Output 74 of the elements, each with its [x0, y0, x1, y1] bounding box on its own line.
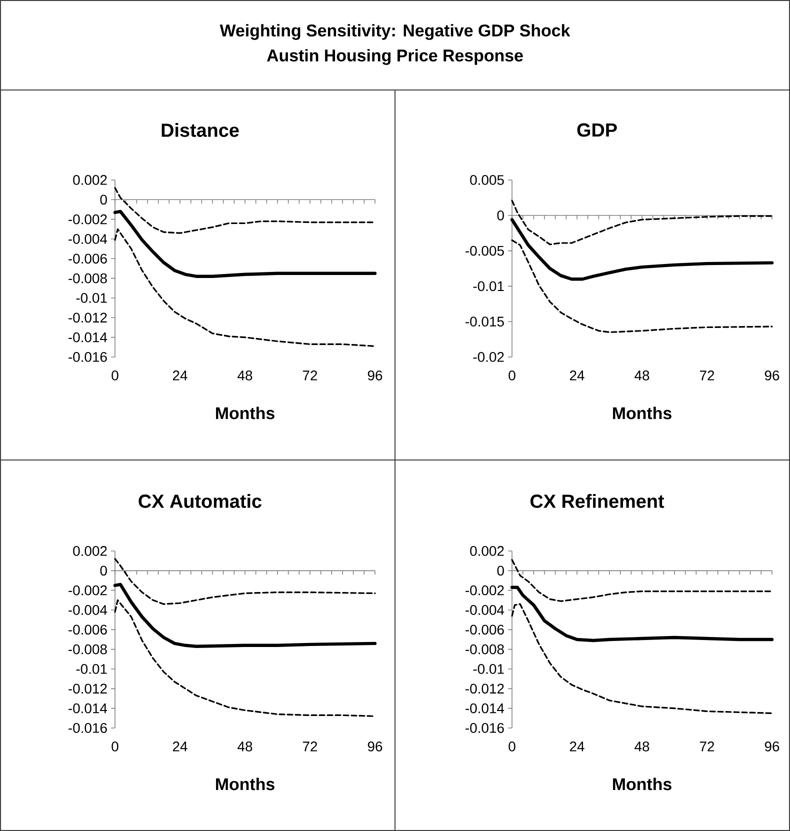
y-tick-label: -0.012 [68, 312, 107, 323]
y-tick-label: -0.01 [76, 664, 107, 674]
x-axis-title: Months [613, 778, 672, 790]
y-tick-label: -0.014 [466, 703, 504, 714]
y-tick-label: -0.01 [473, 281, 504, 292]
line-series [510, 586, 774, 642]
y-tick-label: 0.005 [470, 175, 504, 185]
y-tick-label: -0.008 [68, 273, 107, 284]
x-tick-label: 24 [570, 370, 584, 380]
line-series [113, 582, 377, 648]
y-tick-label: 0 [100, 194, 107, 205]
y-tick-label: -0.002 [466, 585, 504, 596]
x-axis-title: Months [216, 406, 274, 420]
line-series [511, 239, 773, 334]
y-tick-label: -0.006 [466, 624, 504, 635]
y-tick-label: -0.004 [68, 605, 108, 615]
chart-title: CX Refinement [530, 494, 664, 508]
x-tick-label: 72 [700, 370, 714, 380]
x-tick-label: 0 [508, 370, 516, 380]
x-axis-title: Months [216, 778, 274, 790]
text: Weighting Sensitivity: Negative GDP Shock [220, 24, 570, 40]
y-tick-label: -0.008 [68, 644, 107, 654]
x-tick-label: 72 [302, 370, 318, 380]
x-tick-label: 72 [302, 742, 318, 752]
x-tick-label: 24 [172, 742, 188, 752]
x-tick-label: 0 [112, 370, 118, 380]
line-series [511, 200, 773, 246]
y-tick-label: -0.012 [466, 684, 504, 694]
y-tick-label: -0.008 [466, 644, 504, 654]
y-tick-label: -0.014 [68, 332, 108, 342]
y-tick-label: -0.004 [466, 605, 504, 615]
y-tick-label: -0.002 [68, 585, 107, 596]
x-tick-label: 0 [112, 742, 118, 752]
x-tick-label: 72 [700, 742, 714, 752]
x-tick-label: 0 [508, 742, 516, 752]
chart-title: GDP [577, 123, 617, 137]
chart-title: Distance [162, 123, 239, 137]
y-tick-label: -0.006 [68, 624, 107, 635]
x-tick-label: 48 [238, 370, 252, 380]
y-tick-label: 0.002 [470, 546, 504, 556]
x-tick-label: 48 [238, 742, 252, 752]
y-tick-label: 0 [100, 566, 107, 576]
y-tick-label: -0.016 [68, 352, 107, 362]
line-series [114, 187, 376, 234]
y-tick-label: -0.01 [473, 664, 504, 674]
x-tick-label: 48 [634, 742, 650, 752]
x-tick-label: 96 [368, 370, 382, 380]
y-tick-label: -0.012 [68, 684, 107, 694]
y-tick-label: -0.016 [466, 723, 504, 733]
y-tick-label: -0.016 [68, 723, 107, 733]
y-tick-label: -0.01 [76, 293, 107, 303]
x-axis-title: Months [613, 406, 672, 420]
y-tick-label: -0.005 [466, 246, 504, 256]
y-tick-label: 0.002 [73, 175, 107, 185]
line-series [114, 228, 376, 347]
y-tick-label: 0.002 [73, 546, 107, 556]
x-tick-label: 24 [570, 742, 584, 752]
x-tick-label: 96 [368, 742, 382, 752]
x-tick-label: 96 [764, 370, 780, 380]
line-series [510, 218, 774, 281]
y-tick-label: 0 [497, 566, 504, 576]
x-tick-label: 96 [764, 742, 780, 752]
y-tick-label: -0.006 [68, 254, 107, 264]
y-tick-label: -0.014 [68, 703, 108, 714]
line-series [511, 603, 773, 714]
text: Austin Housing Price Response [266, 49, 523, 65]
y-tick-label: -0.002 [68, 214, 107, 224]
y-tick-label: 0 [497, 210, 504, 220]
y-tick-label: -0.02 [473, 352, 504, 362]
x-tick-label: 24 [172, 370, 188, 380]
y-tick-label: -0.015 [466, 316, 504, 327]
x-tick-label: 48 [634, 370, 650, 380]
chart-title: CX Automatic [138, 494, 262, 508]
y-tick-label: -0.004 [68, 234, 108, 244]
